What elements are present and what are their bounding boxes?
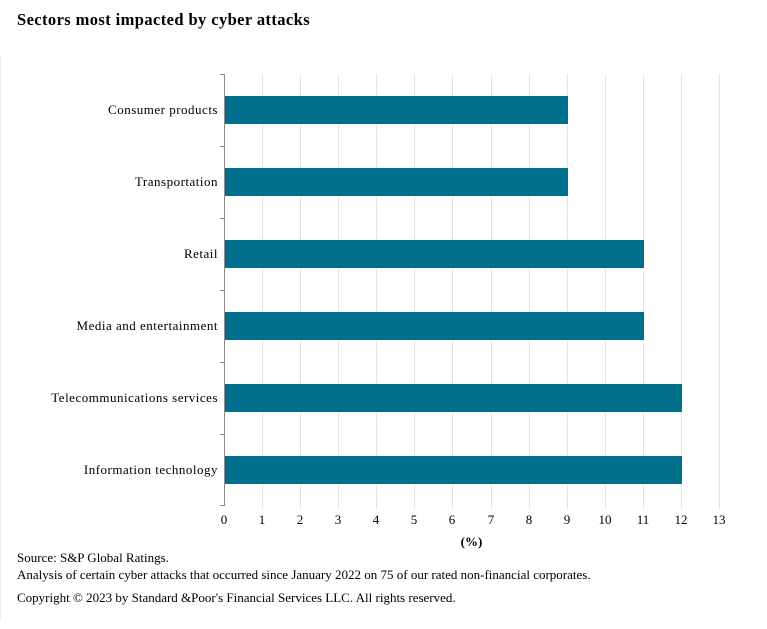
x-tick-label: 6	[448, 512, 456, 527]
category-label: Retail	[183, 246, 218, 261]
footer-analysis-note: Analysis of certain cyber attacks that o…	[17, 567, 591, 582]
category-label: Telecommunications services	[51, 390, 218, 405]
gridline	[719, 74, 720, 509]
category-axis-tick	[220, 290, 224, 291]
bar	[225, 456, 682, 484]
footer-copyright: Copyright © 2023 by Standard &Poor's Fin…	[17, 590, 456, 605]
bar	[225, 312, 644, 340]
category-label: Transportation	[134, 174, 218, 189]
gridline	[262, 74, 263, 509]
gridline	[605, 74, 606, 509]
x-axis-label: (%)	[460, 534, 483, 549]
bar-chart-plot-area: Consumer products Transportation Retail Med…	[51, 74, 726, 527]
gridline	[414, 74, 415, 509]
category-label: Media and entertainment	[76, 318, 218, 333]
bar	[225, 96, 568, 124]
x-tick-label: 4	[372, 512, 380, 527]
footer-source: Source: S&P Global Ratings.	[17, 550, 169, 565]
gridline	[491, 74, 492, 509]
category-axis-tick	[220, 146, 224, 147]
bar	[225, 240, 644, 268]
x-tick-label: 2	[296, 512, 304, 527]
category-label: Information technology	[83, 462, 218, 477]
category-label: Consumer products	[108, 102, 218, 117]
chart-title: Sectors most impacted by cyber attacks	[17, 10, 311, 29]
x-tick-label: 12	[674, 512, 688, 527]
category-axis-tick	[220, 218, 224, 219]
x-tick-label: 8	[525, 512, 533, 527]
category-axis-tick	[220, 505, 224, 506]
gridline	[529, 74, 530, 509]
category-axis-line	[224, 74, 225, 506]
x-tick-label: 11	[636, 512, 650, 527]
bar	[225, 168, 568, 196]
gridline	[300, 74, 301, 509]
bar	[225, 384, 682, 412]
gridline	[338, 74, 339, 509]
category-axis-tick	[220, 434, 224, 435]
x-tick-label: 0	[220, 512, 228, 527]
x-tick-label: 1	[258, 512, 266, 527]
x-tick-label: 10	[598, 512, 612, 527]
chart-frame-edge	[0, 57, 1, 621]
gridline	[567, 74, 568, 509]
gridline	[452, 74, 453, 509]
x-tick-label: 13	[712, 512, 726, 527]
gridline	[643, 74, 644, 509]
x-tick-label: 3	[334, 512, 342, 527]
x-tick-label: 5	[410, 512, 418, 527]
gridline	[681, 74, 682, 509]
gridline	[376, 74, 377, 509]
category-axis-tick	[220, 74, 224, 75]
x-tick-label: 9	[563, 512, 571, 527]
category-axis-tick	[220, 362, 224, 363]
x-tick-label: 7	[487, 512, 495, 527]
